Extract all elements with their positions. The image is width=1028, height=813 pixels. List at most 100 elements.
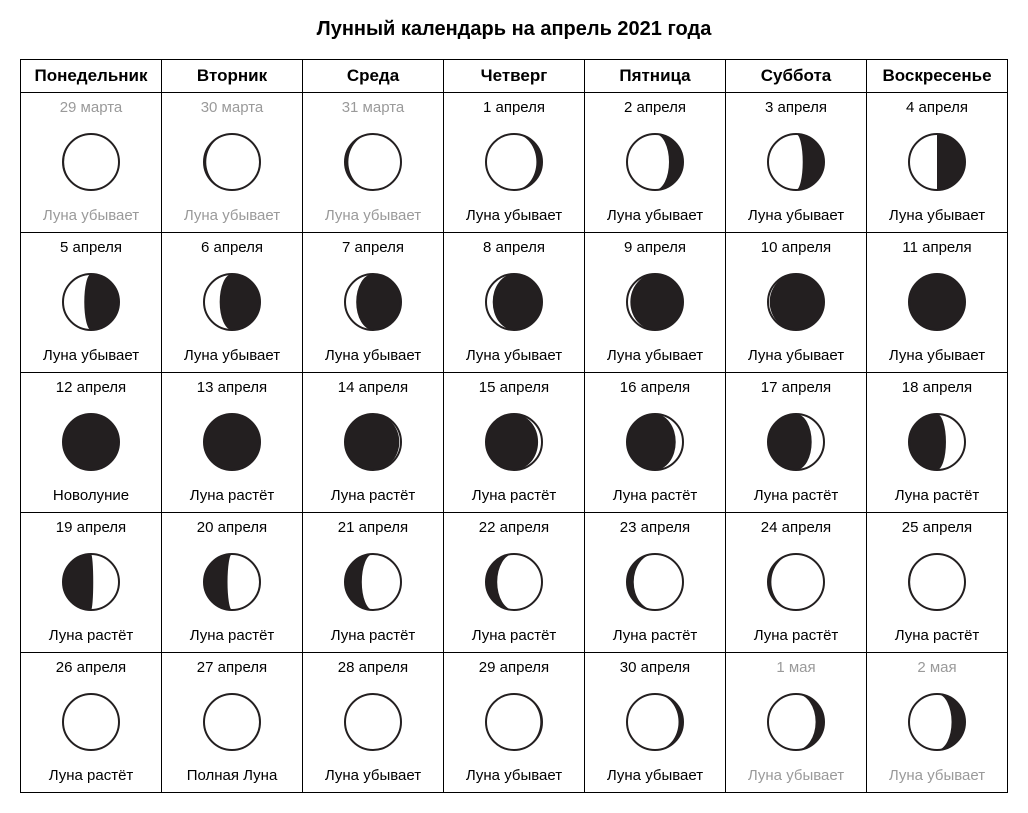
cell-date: 29 марта [60, 99, 123, 116]
cell-phase: Луна убывает [607, 767, 703, 784]
moon-phase-icon [766, 412, 826, 472]
moon-wrapper [61, 548, 121, 616]
calendar-cell: 29 марта Луна убывает [21, 93, 162, 233]
moon-phase-icon [625, 552, 685, 612]
cell-phase: Луна убывает [466, 207, 562, 224]
cell-phase: Луна убывает [325, 207, 421, 224]
cell-date: 28 апреля [338, 659, 408, 676]
moon-phase-icon [484, 132, 544, 192]
calendar-cell: 3 апреляЛуна убывает [726, 93, 867, 233]
moon-wrapper [202, 408, 262, 476]
cell-phase: Луна растёт [754, 627, 839, 644]
cell-date: 13 апреля [197, 379, 267, 396]
moon-wrapper [343, 548, 403, 616]
cell-date: 24 апреля [761, 519, 831, 536]
calendar-cell: 30 апреляЛуна убывает [585, 653, 726, 793]
moon-wrapper [343, 408, 403, 476]
cell-date: 10 апреля [761, 239, 831, 256]
moon-phase-icon [907, 692, 967, 752]
calendar-cell: 7 апреляЛуна убывает [303, 233, 444, 373]
weekday-header: Воскресенье [867, 60, 1008, 93]
cell-phase: Луна убывает [43, 207, 139, 224]
weekday-header: Четверг [444, 60, 585, 93]
cell-phase: Луна убывает [889, 207, 985, 224]
cell-date: 17 апреля [761, 379, 831, 396]
moon-phase-icon [202, 552, 262, 612]
moon-phase-icon [202, 132, 262, 192]
moon-wrapper [343, 688, 403, 756]
moon-phase-icon [484, 692, 544, 752]
cell-date: 22 апреля [479, 519, 549, 536]
cell-phase: Луна растёт [895, 487, 980, 504]
moon-phase-icon [343, 552, 403, 612]
cell-phase: Луна растёт [472, 627, 557, 644]
moon-phase-icon [484, 272, 544, 332]
calendar-cell: 19 апреляЛуна растёт [21, 513, 162, 653]
moon-phase-icon [766, 272, 826, 332]
cell-date: 23 апреля [620, 519, 690, 536]
moon-phase-icon [343, 272, 403, 332]
calendar-row: 12 апреля Новолуние 13 апреля Луна растёт 14… [21, 373, 1008, 513]
calendar-cell: 4 апреля Луна убывает [867, 93, 1008, 233]
weekday-header: Вторник [162, 60, 303, 93]
moon-wrapper [766, 128, 826, 196]
moon-wrapper [484, 688, 544, 756]
cell-date: 12 апреля [56, 379, 126, 396]
cell-phase: Луна убывает [466, 347, 562, 364]
calendar-row: 26 апреляЛуна растёт27 апреляПолная Луна… [21, 653, 1008, 793]
cell-phase: Луна растёт [472, 487, 557, 504]
calendar-row: 5 апреляЛуна убывает6 апреляЛуна убывает… [21, 233, 1008, 373]
moon-wrapper [61, 128, 121, 196]
moon-phase-icon [61, 132, 121, 192]
cell-date: 3 апреля [765, 99, 827, 116]
moon-phase-icon [907, 552, 967, 612]
calendar-cell: 2 маяЛуна убывает [867, 653, 1008, 793]
moon-wrapper [625, 128, 685, 196]
cell-date: 9 апреля [624, 239, 686, 256]
moon-phase-icon [61, 272, 121, 332]
cell-date: 4 апреля [906, 99, 968, 116]
moon-phase-icon [625, 132, 685, 192]
calendar-cell: 24 апреля Луна растёт [726, 513, 867, 653]
moon-wrapper [907, 128, 967, 196]
calendar-cell: 30 мартаЛуна убывает [162, 93, 303, 233]
cell-phase: Луна растёт [331, 487, 416, 504]
calendar-cell: 27 апреляПолная Луна [162, 653, 303, 793]
cell-phase: Луна растёт [754, 487, 839, 504]
cell-date: 14 апреля [338, 379, 408, 396]
moon-wrapper [202, 128, 262, 196]
cell-phase: Новолуние [53, 487, 129, 504]
moon-wrapper [61, 408, 121, 476]
moon-phase-icon [766, 132, 826, 192]
moon-wrapper [625, 268, 685, 336]
weekday-header: Суббота [726, 60, 867, 93]
moon-wrapper [766, 548, 826, 616]
moon-wrapper [202, 268, 262, 336]
moon-wrapper [484, 548, 544, 616]
cell-date: 20 апреля [197, 519, 267, 536]
cell-date: 21 апреля [338, 519, 408, 536]
moon-phase-icon [907, 132, 967, 192]
moon-phase-icon [907, 272, 967, 332]
cell-date: 5 апреля [60, 239, 122, 256]
calendar-cell: 25 апреляЛуна растёт [867, 513, 1008, 653]
page-title: Лунный календарь на апрель 2021 года [20, 18, 1008, 41]
cell-phase: Полная Луна [187, 767, 278, 784]
cell-date: 11 апреля [902, 239, 971, 256]
moon-phase-icon [625, 412, 685, 472]
cell-phase: Луна убывает [607, 207, 703, 224]
cell-phase: Луна убывает [184, 347, 280, 364]
calendar-cell: 15 апреляЛуна растёт [444, 373, 585, 513]
cell-phase: Луна растёт [49, 767, 134, 784]
calendar-body: 29 марта Луна убывает 30 мартаЛуна убывает… [21, 93, 1008, 793]
cell-date: 8 апреля [483, 239, 545, 256]
cell-date: 18 апреля [902, 379, 972, 396]
moon-wrapper [625, 408, 685, 476]
calendar-cell: 16 апреляЛуна растёт [585, 373, 726, 513]
cell-date: 7 апреля [342, 239, 404, 256]
calendar-cell: 6 апреляЛуна убывает [162, 233, 303, 373]
cell-date: 31 марта [342, 99, 405, 116]
cell-phase: Луна растёт [895, 627, 980, 644]
calendar-cell: 9 апреляЛуна убывает [585, 233, 726, 373]
cell-phase: Луна растёт [613, 627, 698, 644]
